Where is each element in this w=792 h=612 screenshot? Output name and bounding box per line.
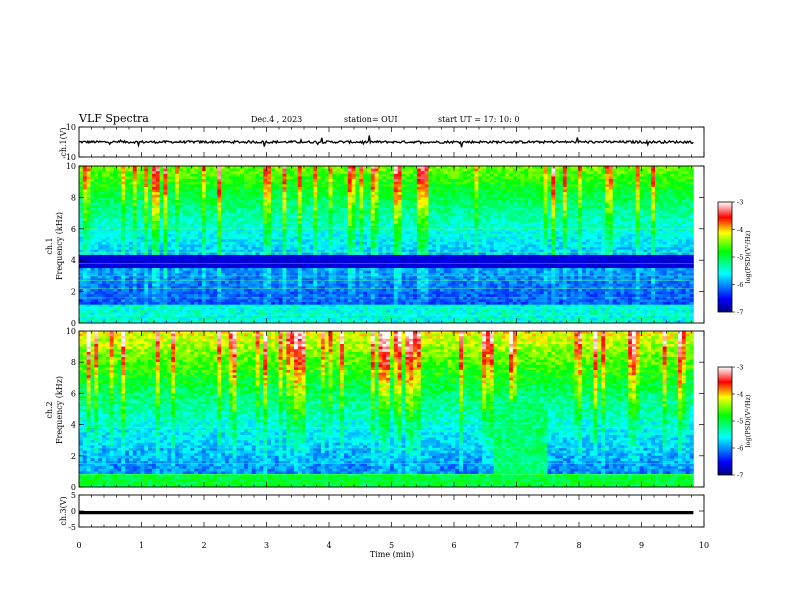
ch1-waveform-ylabel: ch.1(V) [59,127,68,156]
start-time-label: start UT = 17: 10: 0 [438,115,519,124]
x-tick-label: 10 [699,541,709,550]
colorbar-tick-label: -7 [737,472,743,480]
ch3-waveform-ylabel: ch.3(V) [59,496,68,525]
date-label: Dec.4 , 2023 [251,115,302,124]
ch1-spectrogram-image [79,166,694,323]
ch2-colorbar: -3 -4 -5 -6 -7 log(PSD)(V²/Hz) [718,364,752,480]
y-tick-label: 8 [71,358,76,367]
x-tick-label: 8 [576,541,581,550]
colorbar-tick-label: -3 [737,364,743,372]
ch2-spectrogram-image [79,331,694,487]
x-tick-label: 4 [326,541,331,550]
colorbar-tick-label: -4 [737,226,743,234]
station-label: station= OUI [344,115,398,124]
colorbar-tick-label: -6 [737,281,743,289]
x-tick-label: 7 [514,541,519,550]
x-tick-label: 6 [451,541,456,550]
colorbar-tick-label: -4 [737,391,743,399]
ch3-waveform-panel: 5 0 -5 [68,491,704,532]
ch1-waveform-panel: 10-10 [63,123,704,162]
y-tick-label: 6 [71,389,76,398]
ch2-spec-ylabel: Frequency (kHz) [55,376,64,444]
y-tick-label: 5 [71,491,76,500]
x-tick-labels: 0 1 2 3 4 5 6 7 8 9 10 [76,541,709,550]
colorbar-tick-label: -5 [737,254,743,262]
x-tick-label: 3 [264,541,269,550]
y-tick-label: 4 [71,256,76,265]
y-tick-label: 10 [66,162,76,171]
x-tick-label: 9 [639,541,644,550]
y-tick-label: -5 [68,523,76,532]
vlf-figure: VLF Spectra Dec.4 , 2023 station= OUI st… [0,0,792,612]
figure-title: VLF Spectra [78,112,149,125]
y-tick-label: 10 [66,327,76,336]
ch1-colorbar-gradient [718,202,732,312]
x-tick-label: 1 [139,541,144,550]
ch1-spec-ylabel-top: ch.1 [45,237,54,254]
y-tick-label: 0 [71,507,76,516]
colorbar-tick-label: -5 [737,418,743,426]
x-tick-label: 2 [201,541,206,550]
y-tick-label: 4 [71,421,76,430]
ch1-spec-ylabel: Frequency (kHz) [55,212,64,280]
ch2-colorbar-gradient [718,367,732,475]
y-tick-label: 6 [71,225,76,234]
y-tick-label: 2 [71,452,76,461]
ch2-colorbar-label: log(PSD)(V²/Hz) [744,394,752,447]
ch1-waveform-line [79,136,693,148]
ch1-colorbar-label: log(PSD)(V²/Hz) [744,230,752,283]
ch1-colorbar: -3 -4 -5 -6 -7 log(PSD)(V²/Hz) [718,199,752,317]
x-axis-label: Time (min) [370,550,414,559]
x-tick-label: 0 [76,541,81,550]
colorbar-tick-label: -6 [737,445,743,453]
colorbar-tick-label: -7 [737,309,743,317]
x-tick-label: 5 [389,541,394,550]
y-tick-label: 2 [71,288,76,297]
y-tick-label: 8 [71,193,76,202]
colorbar-tick-label: -3 [737,199,743,207]
ch2-spec-ylabel-top: ch.2 [45,401,54,418]
